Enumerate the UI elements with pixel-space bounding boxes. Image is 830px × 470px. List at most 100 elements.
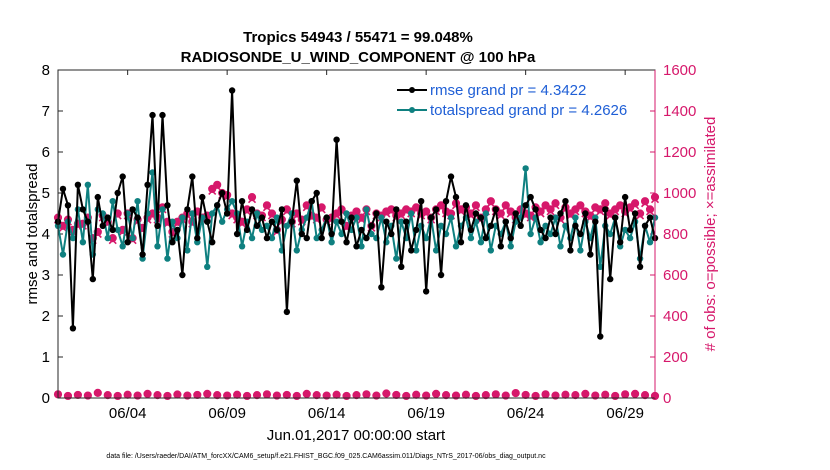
rmse-point (373, 210, 380, 217)
rmse-point (363, 234, 370, 242)
rmse-point (562, 198, 569, 205)
possible-point (541, 390, 550, 399)
rmse-point (209, 239, 216, 246)
totalspread-point (487, 247, 495, 254)
rmse-point (129, 206, 136, 213)
possible-point (576, 201, 585, 210)
totalspread-point (59, 251, 67, 258)
possible-point (123, 390, 132, 399)
rmse-point (413, 226, 420, 234)
assimilated-point (616, 203, 625, 212)
possible-point (481, 391, 490, 400)
rmse-point (119, 173, 126, 180)
rmse-point (437, 271, 445, 279)
possible-point (267, 209, 277, 218)
assimilated-point (506, 209, 515, 218)
possible-point (153, 391, 162, 400)
rmse-point (442, 198, 450, 205)
assimilated-point-stroke (302, 203, 311, 212)
rmse-point (517, 222, 524, 229)
possible-point (133, 391, 142, 400)
plot-area (58, 70, 655, 398)
legend-rmse-marker (409, 87, 415, 93)
rmse-point (124, 239, 131, 246)
possible-point (272, 391, 281, 400)
possible-point (203, 389, 212, 398)
series-rmse (54, 87, 659, 340)
possible-point (372, 391, 381, 400)
totalspread-point (79, 239, 87, 246)
possible-point (173, 390, 182, 399)
rmse-point (388, 230, 395, 238)
y-left-tick-label: 7 (42, 103, 50, 120)
x-tick-label: 06/19 (407, 405, 445, 422)
totalspread-point (393, 255, 400, 262)
possible-point (312, 391, 321, 400)
totalspread-point (552, 214, 559, 221)
possible-point (511, 388, 520, 398)
possible-point (83, 391, 92, 400)
rmse-point (79, 206, 87, 213)
totalspread-point (477, 239, 485, 246)
assimilated-point (501, 203, 510, 212)
rmse-point (174, 226, 181, 234)
totalspread-point (333, 218, 340, 225)
assimilated-point (631, 201, 640, 210)
possible-point (213, 180, 222, 189)
rmse-point (218, 189, 226, 197)
rmse-point (383, 218, 390, 225)
rmse-point (328, 230, 335, 238)
rmse-point (194, 234, 201, 242)
rmse-point (602, 206, 609, 213)
possible-point (501, 201, 510, 210)
assimilated-point-stroke (591, 205, 600, 214)
rmse-point (393, 206, 400, 213)
rmse-point (248, 206, 256, 213)
totalspread-point (507, 243, 514, 250)
assimilated-point (591, 205, 600, 214)
assimilated-point-stroke (576, 203, 585, 212)
totalspread-point (607, 230, 614, 238)
y-axis-label-right: # of obs: o=possible; ×=assimilated (702, 117, 719, 352)
rmse-point (452, 193, 460, 201)
assimilated-point-stroke (247, 195, 257, 204)
rmse-point (84, 218, 92, 225)
possible-point (491, 390, 500, 399)
totalspread-point (482, 210, 490, 217)
rmse-point (104, 214, 111, 221)
rmse-point (422, 288, 430, 295)
rmse-point (323, 214, 330, 221)
rmse-point (512, 210, 519, 217)
assimilated-point-stroke (501, 203, 510, 212)
totalspread-point (343, 210, 350, 217)
possible-point (103, 391, 112, 400)
possible-point (352, 391, 361, 400)
rmse-point (94, 193, 102, 201)
totalspread-point (129, 234, 136, 242)
possible-point (362, 390, 371, 399)
rmse-point (263, 234, 271, 242)
rmse-point (626, 226, 634, 234)
possible-point (412, 390, 421, 399)
assimilated-point-stroke (645, 207, 655, 216)
totalspread-point (218, 218, 226, 225)
rmse-point (253, 222, 261, 229)
assimilated-point (496, 211, 505, 220)
assimilated-point-stroke (282, 207, 291, 216)
possible-point (581, 389, 590, 398)
assimilated-point (551, 201, 560, 210)
rmse-point (582, 210, 589, 217)
rmse-point (64, 202, 72, 209)
rmse-point (467, 226, 475, 234)
possible-point (591, 391, 600, 400)
assimilated-point (640, 199, 650, 208)
totalspread-point (179, 214, 186, 221)
rmse-point (646, 214, 654, 221)
rmse-point (303, 234, 310, 242)
rmse-point (268, 218, 276, 225)
x-tick-label: 06/04 (109, 405, 147, 422)
y-right-tick-label: 1600 (663, 62, 696, 79)
totalspread-point (114, 226, 121, 234)
rmse-point (139, 251, 146, 258)
assimilated-point-stroke (546, 207, 555, 216)
